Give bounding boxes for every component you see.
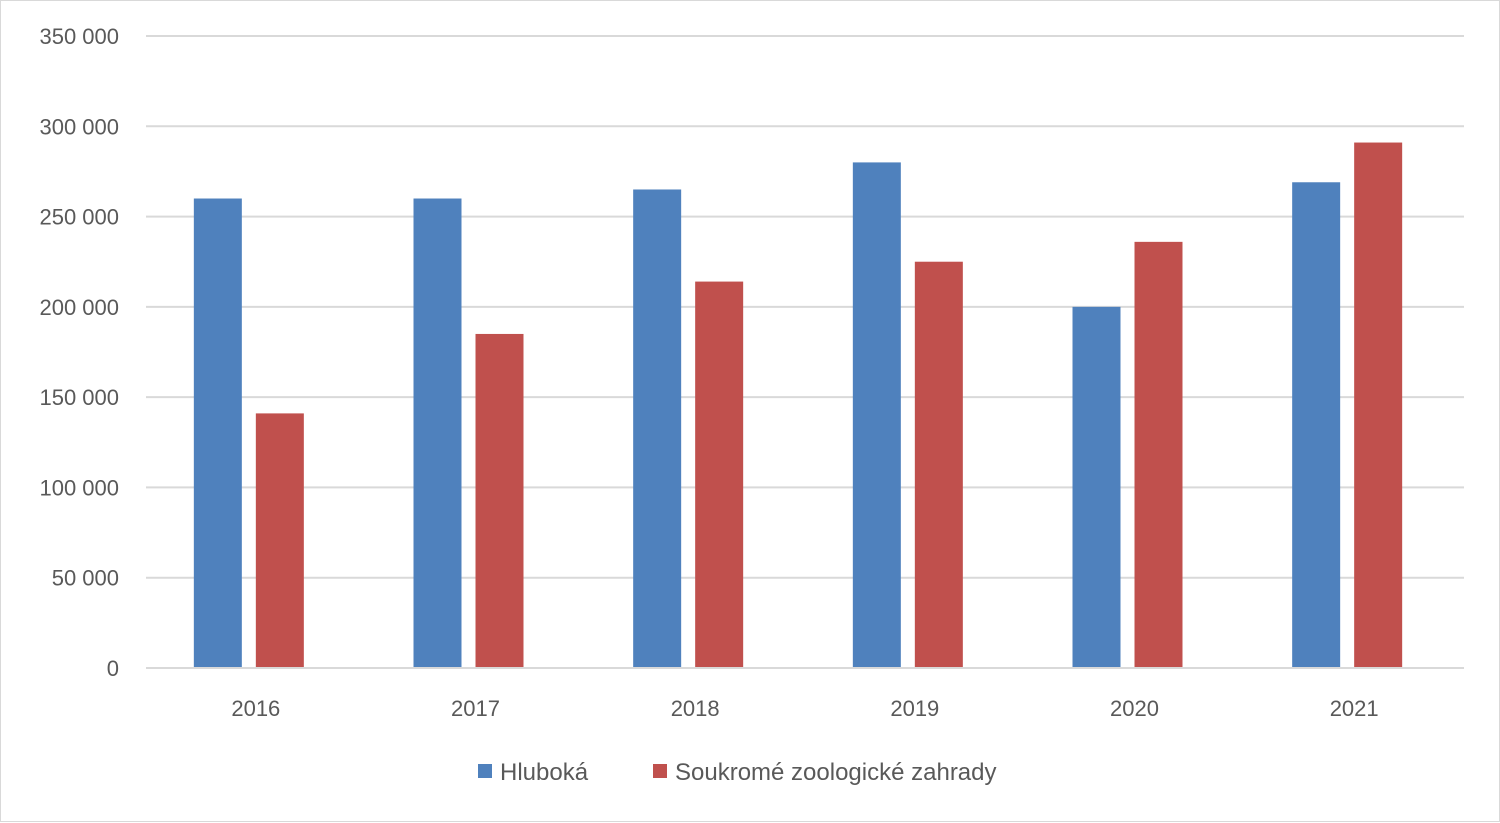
y-tick-label: 350 000 bbox=[39, 24, 119, 49]
y-tick-label: 250 000 bbox=[39, 205, 119, 230]
y-tick-label: 200 000 bbox=[39, 295, 119, 320]
x-axis-ticks: 2016 2017 2018 2019 2020 2021 bbox=[231, 696, 1378, 721]
bar-soukrome-2019 bbox=[914, 261, 963, 668]
bar-hluboka-2019 bbox=[852, 162, 901, 668]
y-tick-label: 100 000 bbox=[39, 475, 119, 500]
y-tick-label: 0 bbox=[107, 656, 119, 681]
y-tick-label: 50 000 bbox=[52, 566, 119, 591]
legend: Hluboká Soukromé zoologické zahrady bbox=[478, 759, 997, 786]
x-tick-label: 2019 bbox=[890, 696, 939, 721]
bar-hluboka-2020 bbox=[1072, 306, 1121, 668]
legend-label: Hluboká bbox=[500, 759, 589, 786]
bar-soukrome-2018 bbox=[695, 281, 744, 668]
bar-hluboka-2021 bbox=[1292, 182, 1341, 668]
bar-hluboka-2018 bbox=[633, 189, 682, 668]
gridlines bbox=[146, 35, 1464, 579]
y-tick-label: 150 000 bbox=[39, 385, 119, 410]
x-tick-label: 2018 bbox=[671, 696, 720, 721]
bars bbox=[193, 142, 1403, 669]
bar-hluboka-2017 bbox=[413, 198, 462, 668]
bar-soukrome-2021 bbox=[1354, 142, 1403, 669]
y-axis-ticks: 0 50 000 100 000 150 000 200 000 250 000 300 0… bbox=[39, 24, 119, 681]
y-tick-label: 300 000 bbox=[39, 114, 119, 139]
legend-label: Soukromé zoologické zahrady bbox=[675, 759, 997, 786]
legend-swatch bbox=[478, 764, 492, 778]
x-tick-label: 2016 bbox=[231, 696, 280, 721]
legend-swatch bbox=[653, 764, 667, 778]
bar-soukrome-2016 bbox=[255, 413, 304, 668]
bar-soukrome-2020 bbox=[1134, 241, 1183, 668]
x-tick-label: 2020 bbox=[1110, 696, 1159, 721]
bar-soukrome-2017 bbox=[475, 333, 524, 668]
bar-hluboka-2016 bbox=[193, 198, 242, 668]
x-tick-label: 2017 bbox=[451, 696, 500, 721]
x-tick-label: 2021 bbox=[1330, 696, 1379, 721]
